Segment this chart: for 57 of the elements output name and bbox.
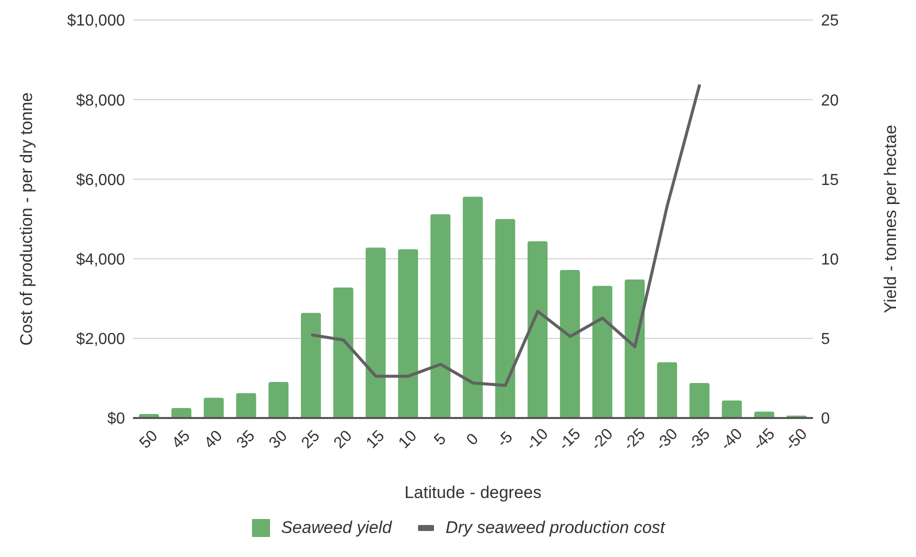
y2-tick-label: 25 bbox=[821, 12, 839, 30]
bar bbox=[430, 214, 450, 418]
bar bbox=[398, 249, 418, 418]
bar bbox=[366, 248, 386, 418]
x-tick-label: -15 bbox=[556, 426, 584, 454]
bar bbox=[528, 241, 548, 418]
x-tick-label: -10 bbox=[523, 426, 552, 454]
y-axis-title: Cost of production - per dry tonne bbox=[17, 92, 36, 346]
bar bbox=[657, 362, 678, 418]
bar bbox=[722, 400, 742, 418]
y-tick-label: $8,000 bbox=[76, 92, 126, 110]
bar bbox=[268, 382, 289, 418]
y-tick-label: $0 bbox=[107, 410, 126, 428]
y2-tick-label: 15 bbox=[821, 172, 839, 189]
bar bbox=[171, 408, 192, 418]
x-tick-label: 45 bbox=[169, 427, 194, 452]
x-tick-label: -50 bbox=[782, 426, 811, 454]
x-tick-label: 0 bbox=[464, 430, 482, 449]
x-tick-label: -30 bbox=[652, 426, 682, 454]
y-tick-label: $10,000 bbox=[67, 12, 126, 30]
bar bbox=[204, 398, 224, 418]
y2-tick-label: 5 bbox=[821, 331, 830, 348]
x-axis-title: Latitude - degrees bbox=[404, 483, 542, 502]
bar bbox=[333, 287, 354, 418]
y-tick-label: $6,000 bbox=[76, 172, 126, 189]
x-tick-label: 20 bbox=[330, 427, 356, 452]
bar bbox=[592, 286, 612, 418]
bar bbox=[560, 270, 580, 418]
y2-axis-title: Yield - tonnes per hectae bbox=[881, 124, 900, 314]
y2-tick-label: 10 bbox=[821, 251, 839, 268]
bar bbox=[236, 393, 256, 418]
y-tick-label: $4,000 bbox=[76, 251, 126, 268]
x-tick-label: 35 bbox=[234, 427, 259, 452]
x-tick-label: 10 bbox=[396, 427, 420, 452]
y-tick-label: $2,000 bbox=[76, 331, 126, 348]
x-tick-label: 25 bbox=[298, 427, 324, 452]
x-tick-label: 40 bbox=[201, 427, 226, 452]
legend-label: Dry seaweed production cost bbox=[444, 518, 665, 538]
y2-tick-label: 20 bbox=[821, 92, 839, 110]
bar bbox=[689, 382, 710, 418]
x-tick-label: 5 bbox=[431, 430, 450, 449]
x-tick-label: -45 bbox=[750, 426, 778, 454]
x-tick-label: 15 bbox=[363, 427, 388, 452]
x-tick-label: -20 bbox=[588, 426, 617, 454]
y2-tick-label: 0 bbox=[821, 410, 830, 428]
legend-label: Seaweed yield bbox=[280, 518, 392, 538]
bar bbox=[624, 279, 645, 418]
bar bbox=[495, 219, 516, 418]
x-tick-label: -5 bbox=[494, 428, 516, 451]
x-tick-label: -25 bbox=[620, 426, 649, 454]
line-series bbox=[310, 82, 702, 387]
bar bbox=[300, 312, 321, 418]
x-tick-label: 30 bbox=[266, 427, 291, 452]
x-tick-label: -40 bbox=[718, 426, 746, 454]
bar bbox=[462, 196, 483, 418]
x-tick-label: 50 bbox=[136, 427, 162, 452]
x-tick-label: -35 bbox=[685, 426, 714, 454]
